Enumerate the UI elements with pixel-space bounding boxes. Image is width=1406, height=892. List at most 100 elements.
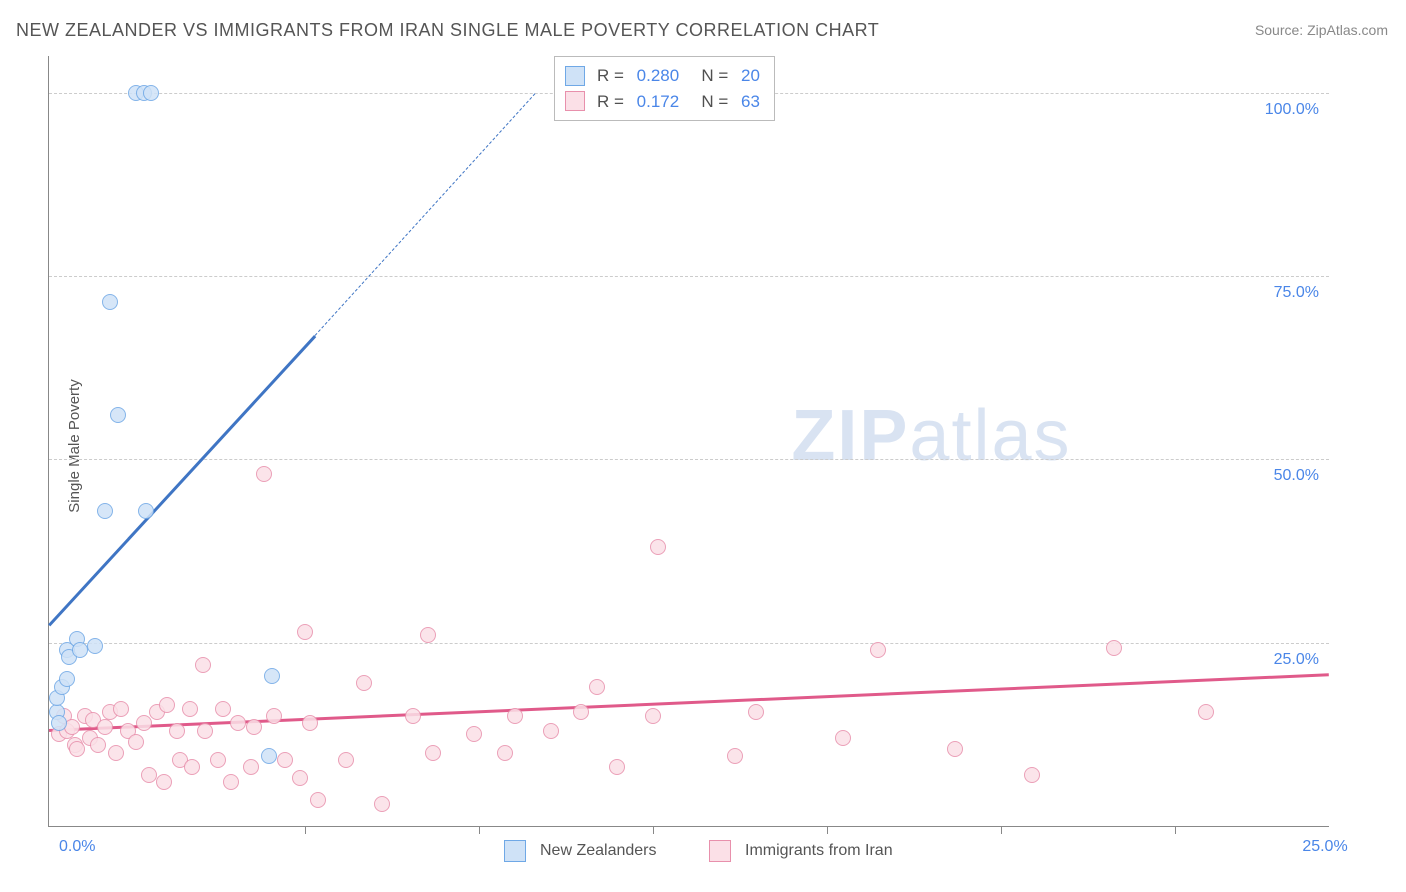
watermark: ZIPatlas bbox=[791, 395, 1071, 477]
x-tick-mark bbox=[479, 826, 480, 834]
scatter-point bbox=[748, 704, 764, 720]
scatter-point bbox=[243, 759, 259, 775]
scatter-point bbox=[466, 726, 482, 742]
scatter-point bbox=[405, 708, 421, 724]
n-label: N = bbox=[687, 89, 733, 115]
trend-line bbox=[315, 93, 536, 336]
scatter-point bbox=[72, 642, 88, 658]
scatter-point bbox=[223, 774, 239, 790]
r-label: R = bbox=[597, 63, 629, 89]
scatter-point bbox=[246, 719, 262, 735]
scatter-point bbox=[1024, 767, 1040, 783]
x-tick-label-right: 25.0% bbox=[1302, 838, 1347, 856]
scatter-point bbox=[507, 708, 523, 724]
scatter-point bbox=[264, 668, 280, 684]
gridline bbox=[49, 643, 1329, 644]
scatter-point bbox=[197, 723, 213, 739]
scatter-point bbox=[356, 675, 372, 691]
scatter-point bbox=[835, 730, 851, 746]
scatter-point bbox=[727, 748, 743, 764]
scatter-point bbox=[110, 407, 126, 423]
y-tick-label: 100.0% bbox=[1265, 101, 1319, 119]
scatter-point bbox=[297, 624, 313, 640]
scatter-point bbox=[609, 759, 625, 775]
y-tick-label: 50.0% bbox=[1274, 467, 1319, 485]
scatter-point bbox=[87, 638, 103, 654]
n-value: 63 bbox=[741, 89, 760, 115]
trend-line bbox=[48, 335, 316, 626]
scatter-point bbox=[261, 748, 277, 764]
x-tick-mark bbox=[1001, 826, 1002, 834]
correlation-row: R = 0.280 N = 20 bbox=[565, 63, 760, 89]
scatter-point bbox=[182, 701, 198, 717]
scatter-point bbox=[573, 704, 589, 720]
chart-container: NEW ZEALANDER VS IMMIGRANTS FROM IRAN SI… bbox=[0, 0, 1406, 892]
y-tick-label: 25.0% bbox=[1274, 651, 1319, 669]
scatter-point bbox=[184, 759, 200, 775]
scatter-point bbox=[169, 723, 185, 739]
scatter-point bbox=[113, 701, 129, 717]
scatter-point bbox=[870, 642, 886, 658]
scatter-point bbox=[256, 466, 272, 482]
scatter-point bbox=[230, 715, 246, 731]
scatter-point bbox=[59, 671, 75, 687]
scatter-point bbox=[102, 294, 118, 310]
scatter-point bbox=[156, 774, 172, 790]
scatter-point bbox=[1198, 704, 1214, 720]
legend-swatch-icon bbox=[565, 91, 585, 111]
legend-item: New Zealanders bbox=[504, 840, 657, 862]
legend-label: Immigrants from Iran bbox=[745, 842, 893, 860]
x-tick-mark bbox=[827, 826, 828, 834]
x-tick-mark bbox=[1175, 826, 1176, 834]
scatter-point bbox=[195, 657, 211, 673]
scatter-point bbox=[497, 745, 513, 761]
gridline bbox=[49, 459, 1329, 460]
source-label: Source: ZipAtlas.com bbox=[1255, 22, 1388, 38]
scatter-point bbox=[420, 627, 436, 643]
x-tick-label-left: 0.0% bbox=[59, 838, 95, 856]
r-value: 0.280 bbox=[637, 63, 680, 89]
legend-swatch-icon bbox=[565, 66, 585, 86]
chart-title: NEW ZEALANDER VS IMMIGRANTS FROM IRAN SI… bbox=[16, 20, 879, 41]
legend-item: Immigrants from Iran bbox=[709, 840, 893, 862]
scatter-point bbox=[589, 679, 605, 695]
scatter-point bbox=[310, 792, 326, 808]
watermark-zip: ZIP bbox=[791, 396, 909, 476]
scatter-point bbox=[108, 745, 124, 761]
scatter-point bbox=[543, 723, 559, 739]
scatter-point bbox=[128, 734, 144, 750]
correlation-box: R = 0.280 N = 20R = 0.172 N = 63 bbox=[554, 56, 775, 121]
scatter-point bbox=[97, 503, 113, 519]
scatter-point bbox=[292, 770, 308, 786]
scatter-point bbox=[425, 745, 441, 761]
x-tick-mark bbox=[653, 826, 654, 834]
scatter-point bbox=[302, 715, 318, 731]
scatter-point bbox=[69, 741, 85, 757]
n-label: N = bbox=[687, 63, 733, 89]
scatter-point bbox=[138, 503, 154, 519]
scatter-point bbox=[645, 708, 661, 724]
legend-label: New Zealanders bbox=[540, 842, 657, 860]
n-value: 20 bbox=[741, 63, 760, 89]
watermark-atlas: atlas bbox=[909, 396, 1071, 476]
scatter-point bbox=[277, 752, 293, 768]
scatter-point bbox=[97, 719, 113, 735]
legend-swatch-icon bbox=[709, 840, 731, 862]
scatter-point bbox=[947, 741, 963, 757]
scatter-point bbox=[650, 539, 666, 555]
scatter-point bbox=[136, 715, 152, 731]
scatter-point bbox=[210, 752, 226, 768]
scatter-point bbox=[266, 708, 282, 724]
gridline bbox=[49, 276, 1329, 277]
x-tick-mark bbox=[305, 826, 306, 834]
correlation-row: R = 0.172 N = 63 bbox=[565, 89, 760, 115]
scatter-point bbox=[215, 701, 231, 717]
r-label: R = bbox=[597, 89, 629, 115]
scatter-point bbox=[159, 697, 175, 713]
scatter-point bbox=[90, 737, 106, 753]
scatter-point bbox=[374, 796, 390, 812]
r-value: 0.172 bbox=[637, 89, 680, 115]
scatter-point bbox=[141, 767, 157, 783]
scatter-point bbox=[143, 85, 159, 101]
scatter-point bbox=[51, 715, 67, 731]
